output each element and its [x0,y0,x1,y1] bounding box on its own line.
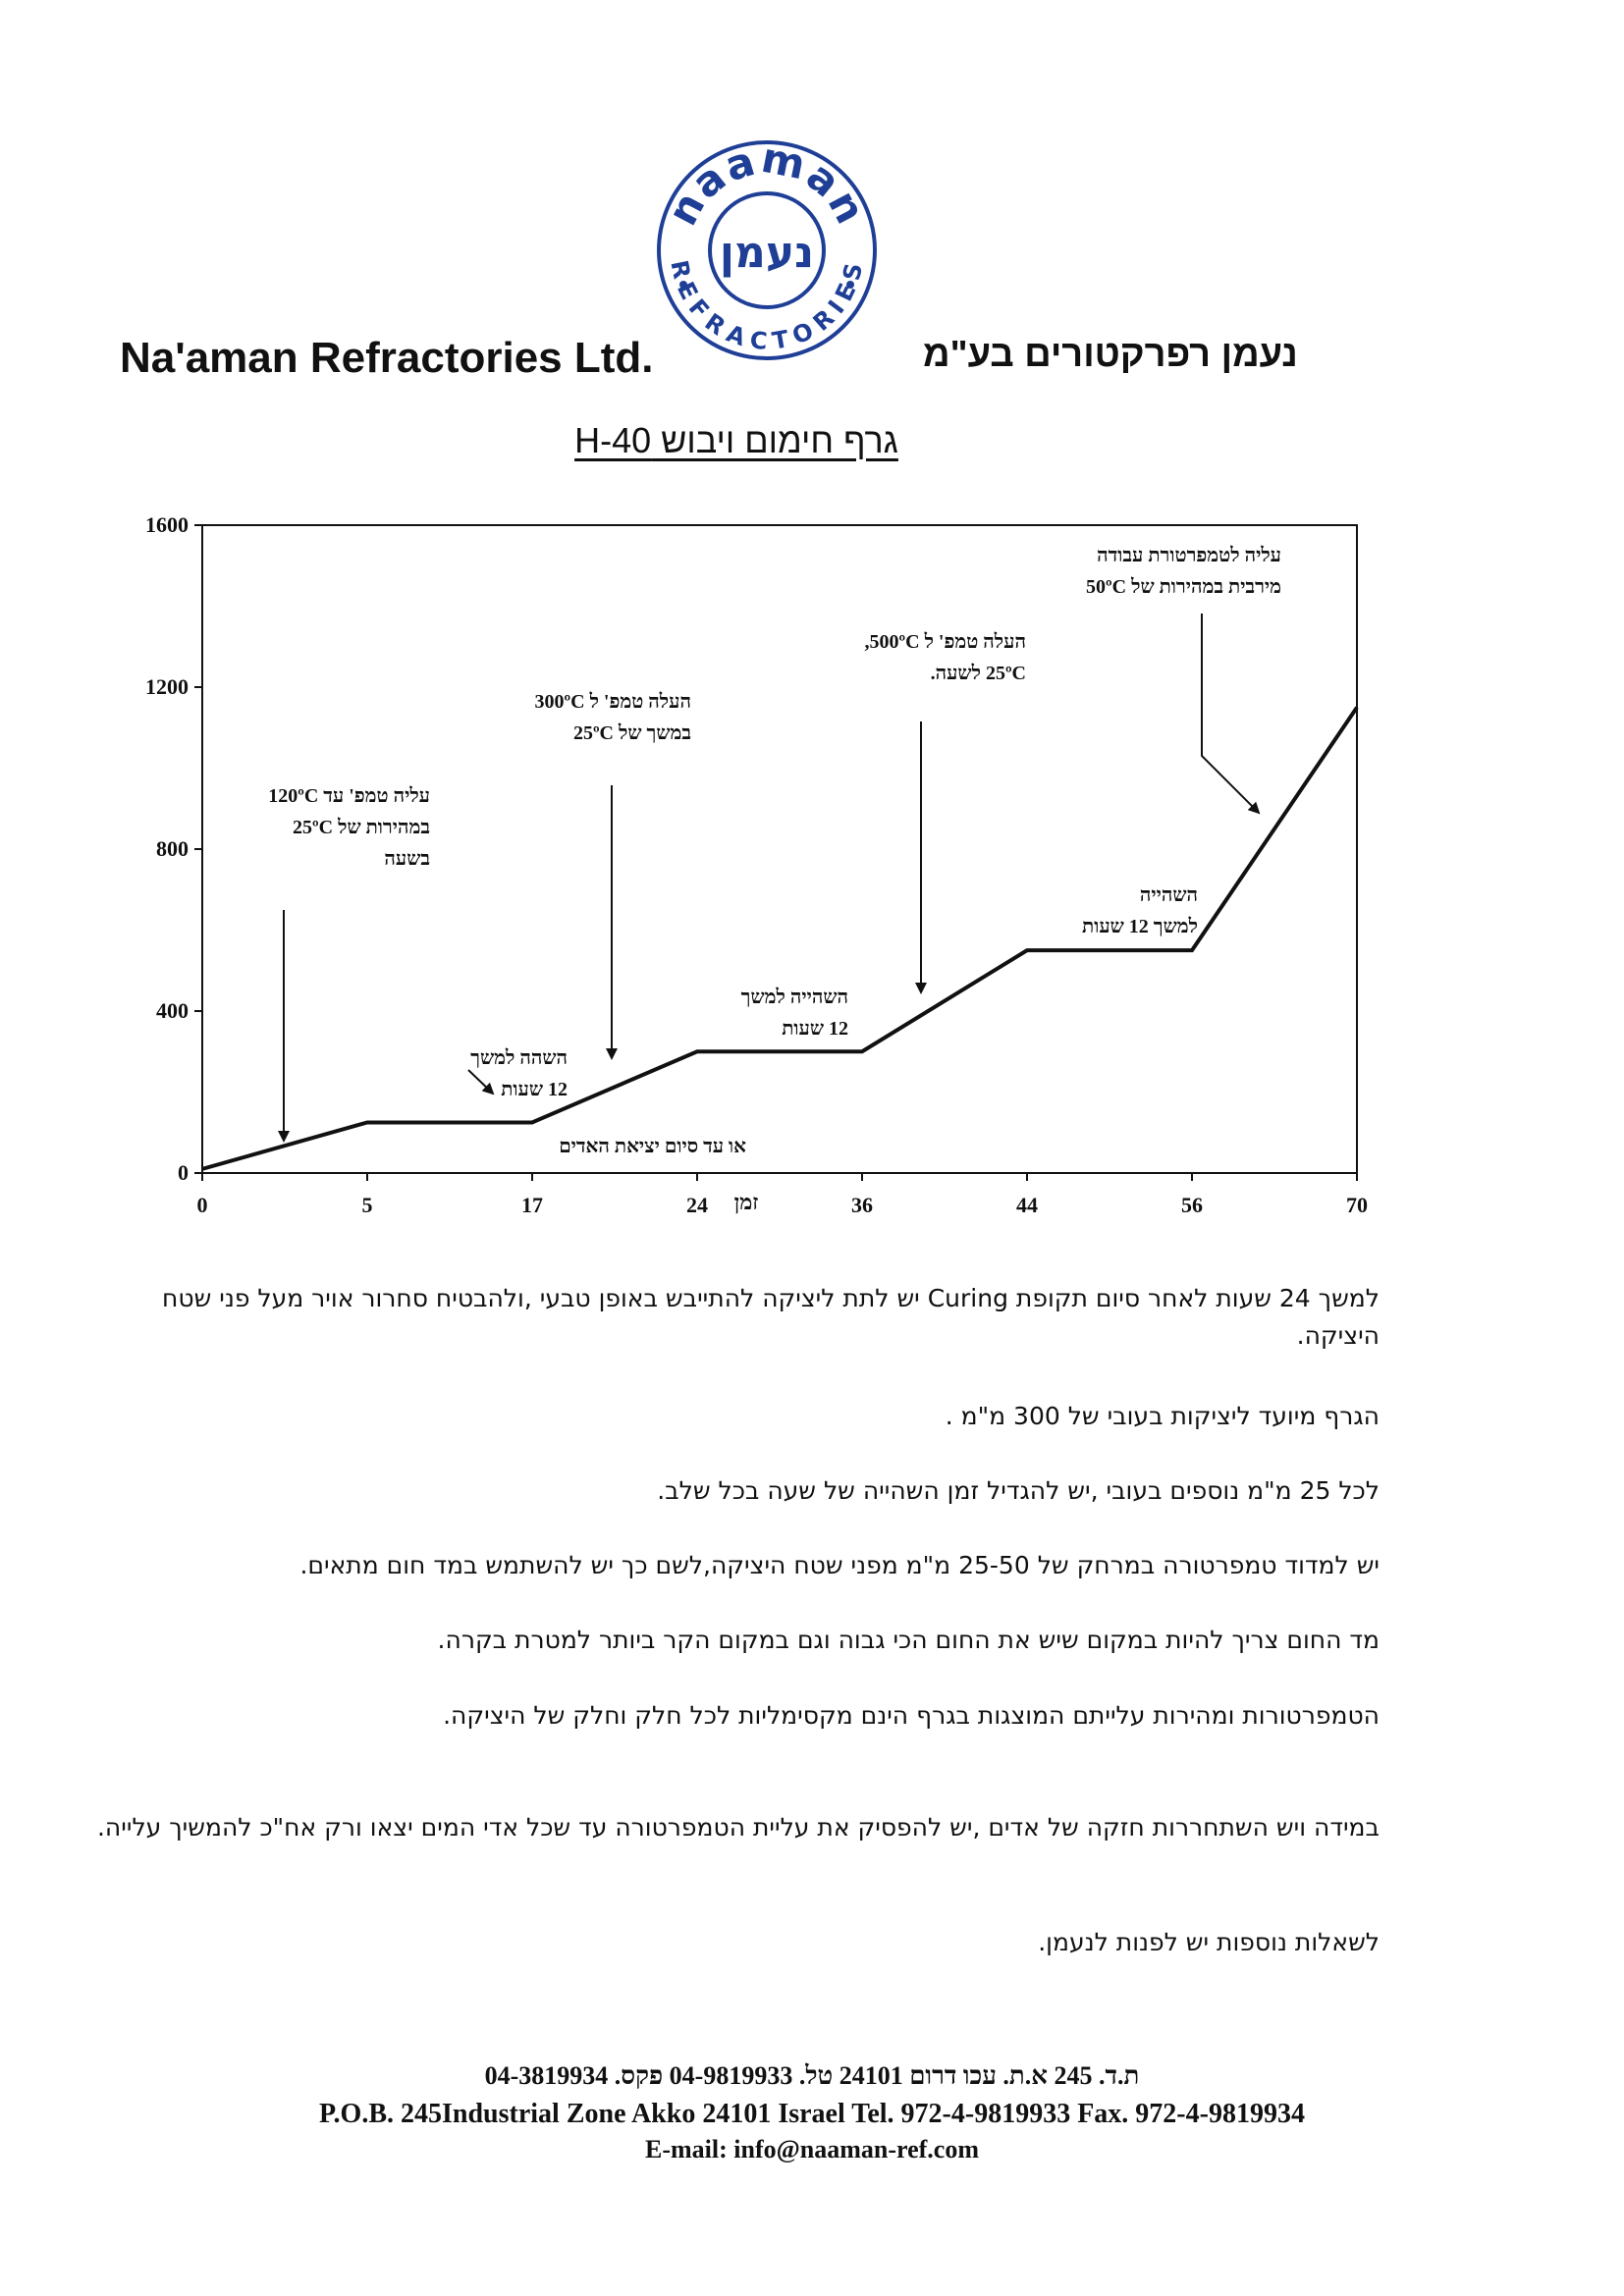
chart-annotation: העלה טמפ' ל 500ºC, [865,631,1026,653]
x-tick-label: 56 [1181,1193,1203,1217]
paragraph-8: לשאלות נוספות יש לפנות לנעמן. [1038,1928,1380,1956]
paragraph-6: הטמפרטורות ומהירות עלייתם המוצגות בגרף ה… [443,1701,1380,1730]
chart-annotation: בשעה [384,848,430,870]
x-tick-label: 70 [1346,1193,1368,1217]
annotation-arrow [467,1069,495,1095]
chart-annotation: השהייה [1140,884,1198,906]
company-logo: naaman REFRACTORIES נעמן [657,137,877,360]
document-title: גרף חימום ויבוש H-40 [574,420,898,460]
paragraph-5: מד החום צריך להיות במקום שיש את החום הכי… [437,1626,1380,1654]
y-tick-label: 0 [178,1160,189,1185]
chart-annotation: עליה טמפ' עד 120ºC [268,785,430,807]
chart-annotation: 12 שעות [501,1079,568,1100]
chart-annotation: העלה טמפ' ל 300ºC [535,691,691,713]
x-axis-label: זמן [734,1190,759,1214]
footer-email: E-mail: info@naaman-ref.com [645,2135,979,2163]
y-tick-label: 400 [156,998,189,1023]
x-tick-label: 44 [1016,1193,1038,1217]
paragraph-4: יש למדוד טמפרטורה במרחק של 25-50 מ"מ מפנ… [299,1551,1380,1579]
chart-annotation: למשך 12 שעות [1082,916,1198,937]
heating-drying-chart: 0 400 800 1200 1600 0 5 17 24 36 44 56 70 זמן עליה … [145,512,1368,1217]
chart-annotation: השהה למשך [470,1047,568,1069]
company-name-english: Na'aman Refractories Ltd. [120,334,654,382]
y-tick-label: 800 [156,836,189,861]
paragraph-7: במידה ויש השתחררות חזקה של אדים ,יש להפס… [96,1813,1380,1842]
chart-annotation: 12 שעות [782,1018,848,1040]
chart-annotation: השהייה למשך [741,987,848,1008]
series-line [201,706,1359,1171]
paragraph-2: הגרף מיועד ליציקות בעובי של 300 מ"מ . [945,1402,1380,1430]
chart-annotation: במהירות של 25ºC [293,817,430,838]
chart-annotation: או עד סיום יציאת האדים [559,1136,746,1157]
y-tick-label: 1600 [145,512,189,537]
annotation-arrow [1201,614,1261,815]
plot-frame [201,524,1358,1174]
x-tick-label: 0 [197,1193,208,1217]
x-tick-label: 36 [851,1193,873,1217]
footer-address-hebrew: ת.ד. 245 א.ת. עכו דרום 24101 טל. 04-9819… [484,2061,1140,2090]
chart-annotation: במשך של 25ºC [573,722,691,744]
chart-annotation: 25ºC לשעה. [931,663,1026,684]
logo-center-text: נעמן [720,228,814,278]
paragraph-1: למשך 24 שעות לאחר סיום תקופת Curing יש ל… [162,1284,1380,1350]
y-tick-label: 1200 [145,674,189,699]
chart-annotation: עליה לטמפרטורת עבודה [1097,545,1281,566]
x-tick-label: 24 [686,1193,708,1217]
x-tick-label: 17 [521,1193,543,1217]
company-name-hebrew: נעמן רפרקטורים בע"מ [923,334,1298,375]
chart-annotation: מירבית במהירות של 50ºC [1086,576,1281,598]
paragraph-3: לכל 25 מ"מ נוספים בעובי ,יש להגדיל זמן ה… [657,1476,1380,1505]
x-tick-label: 5 [362,1193,373,1217]
footer-address-english: P.O.B. 245Industrial Zone Akko 24101 Isr… [319,2099,1305,2129]
